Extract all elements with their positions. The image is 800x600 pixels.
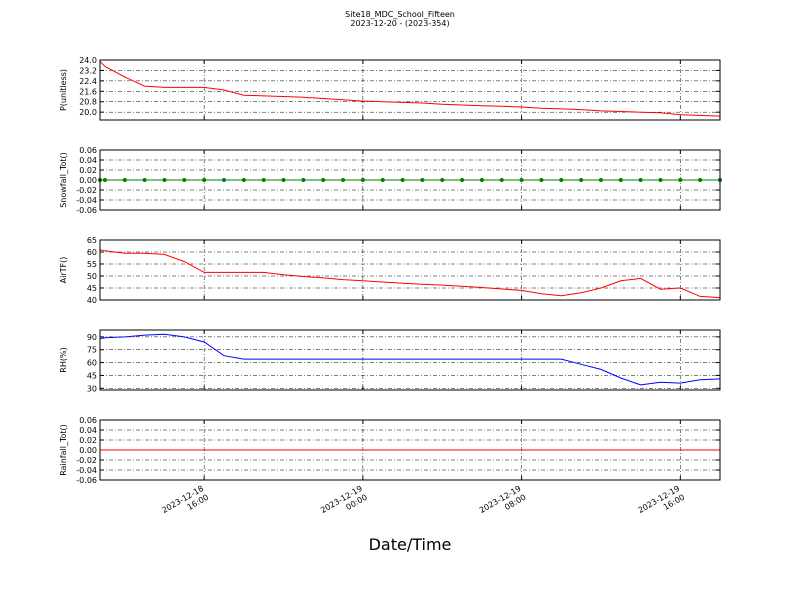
data-point [360,178,365,182]
data-point [559,178,564,182]
panel: 20.020.8 21.622.4 23.224.0 P(unitless) [59,56,721,121]
data-line [99,333,721,386]
y-axis-label: RH(%) [59,347,68,372]
data-point [539,178,544,182]
y-tick-label: 0.04 [79,426,97,435]
data-point [301,178,306,182]
y-tick-label: 90 [87,333,97,342]
data-line [99,249,721,299]
data-point [380,178,385,182]
data-point [618,178,623,182]
data-point [420,178,425,182]
y-tick-label: 45 [87,284,97,293]
y-tick-label: 20.8 [79,98,97,107]
data-point [122,178,127,182]
y-tick-label: 75 [87,346,97,355]
y-tick-label: 21.6 [79,87,97,96]
chart-subtitle: 2023-12-20 - (2023-354) [350,19,449,28]
y-tick-label: 0.00 [79,176,97,185]
y-tick-label: 65 [87,236,97,245]
data-point [341,178,346,182]
data-point [400,178,405,182]
y-tick-label: 0.00 [79,446,97,455]
panel-frame [99,239,721,301]
data-point [222,178,226,182]
data-point [658,178,663,182]
y-tick-label: 24.0 [79,56,97,65]
y-tick-label: 20.0 [79,108,97,117]
panel-frame [99,329,721,391]
y-tick-label: -0.06 [76,476,97,485]
y-tick-label: 50 [87,272,97,281]
y-tick-label: 22.4 [79,77,97,86]
y-tick-label: 55 [87,260,97,269]
x-axis-label: Date/Time [369,535,452,554]
y-tick-label: 0.06 [79,146,97,155]
data-point [678,178,683,182]
data-point [261,178,266,182]
data-point [579,178,584,182]
data-point [202,178,207,182]
y-tick-label: 23.2 [79,66,97,75]
data-point [281,178,286,182]
data-point [519,178,524,182]
data-point [162,178,167,182]
y-tick-label: 60 [87,359,97,368]
panel: -0.06-0.04-0.020.000.020.040.06 Rainfall_… [59,416,721,485]
panel: 40 45 50 55 60 65 AirTF() [59,236,721,305]
y-axis-label: P(unitless) [59,69,68,111]
panel-frame [99,419,721,481]
y-tick-label: 40 [87,296,97,305]
data-point [321,178,326,182]
y-tick-label: 0.02 [79,436,97,445]
y-tick-label: -0.04 [76,466,97,475]
y-tick-label: 30 [87,384,97,393]
y-tick-label: -0.06 [76,206,97,215]
y-axis-label: AirTF() [59,257,68,284]
data-point [182,178,187,182]
panel-frame [99,149,721,211]
data-point [241,178,246,182]
y-tick-label: -0.04 [76,196,97,205]
data-point [142,178,147,182]
data-point [460,178,465,182]
data-point [499,178,504,182]
y-tick-label: -0.02 [76,456,97,465]
panel-frame [99,59,721,121]
y-axis-label: Rainfall_Tot() [59,424,68,476]
y-tick-label: 45 [87,371,97,380]
chart-title: Site18_MDC_School_Fifteen [345,10,455,19]
y-tick-label: 60 [87,248,97,257]
data-point [598,178,603,182]
data-point [638,178,643,182]
data-line [99,60,721,117]
panel: 30 45 60 75 90 RH(%) [59,329,721,393]
y-tick-label: -0.02 [76,186,97,195]
data-point [479,178,484,182]
data-point [440,178,445,182]
panel: -0.06-0.04-0.020.000.020.040.06 Snowfall_… [59,146,722,215]
y-tick-label: 0.04 [79,156,97,165]
data-point [102,178,107,182]
y-tick-label: 0.06 [79,416,97,425]
data-point [698,178,703,182]
y-tick-label: 0.02 [79,166,97,175]
y-axis-label: Snowfall_Tot() [59,152,68,208]
